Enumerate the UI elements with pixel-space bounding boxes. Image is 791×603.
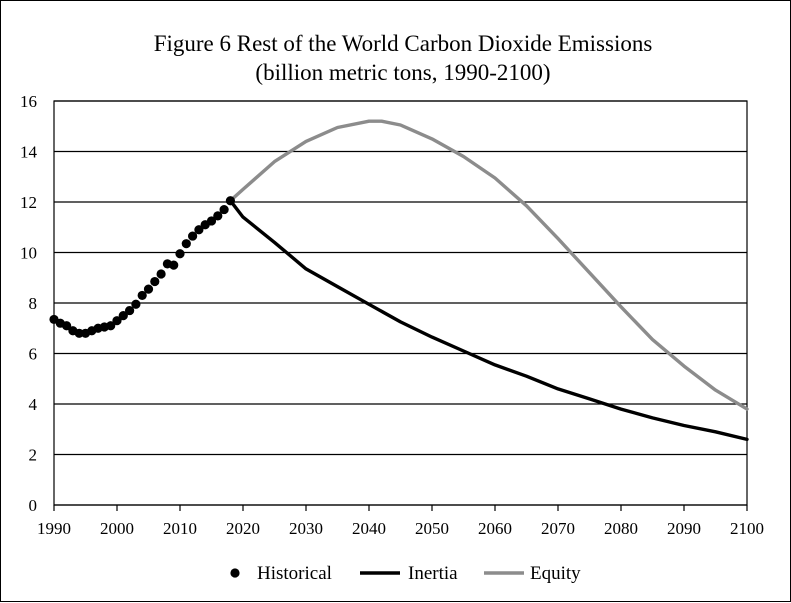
- series-line-equity: [228, 119, 749, 411]
- historical-point: [125, 305, 135, 316]
- x-tick-label: 2040: [352, 519, 386, 538]
- series-line-inertia: [228, 199, 749, 442]
- y-tick-label: 4: [29, 395, 38, 414]
- historical-point: [131, 299, 141, 309]
- x-tick-label: 2000: [100, 519, 134, 538]
- x-tick-label: 2080: [604, 519, 638, 538]
- chart-title: Figure 6 Rest of the World Carbon Dioxid…: [154, 31, 653, 56]
- y-tick-label: 10: [20, 244, 37, 263]
- historical-point: [143, 284, 154, 294]
- historical-point: [137, 290, 147, 301]
- historical-point: [181, 239, 191, 249]
- x-tick-label: 2060: [478, 519, 512, 538]
- legend-marker-historical: [230, 568, 240, 578]
- historical-point: [225, 196, 235, 206]
- historical-point: [219, 204, 229, 215]
- x-tick-label: 2010: [163, 519, 197, 538]
- x-tick-label: 2090: [667, 519, 701, 538]
- historical-point: [194, 225, 204, 235]
- historical-point: [213, 211, 223, 221]
- y-tick-label: 12: [20, 193, 37, 212]
- legend-label-historical: Historical: [257, 563, 332, 584]
- legend: Historical Inertia Equity: [230, 563, 581, 584]
- y-tick-label: 6: [29, 345, 38, 364]
- y-tick-label: 8: [29, 294, 38, 313]
- x-tick-label: 2050: [415, 519, 449, 538]
- historical-point: [188, 231, 198, 241]
- grid-lines: [54, 100, 747, 456]
- historical-point: [106, 321, 116, 331]
- legend-label-inertia: Inertia: [408, 563, 458, 584]
- historical-point: [206, 216, 217, 226]
- historical-point: [62, 321, 72, 331]
- historical-point: [112, 316, 122, 326]
- historical-point: [156, 269, 166, 279]
- historical-point: [169, 260, 179, 270]
- y-tick-label: 0: [29, 496, 38, 515]
- x-tick-label: 2020: [226, 519, 260, 538]
- y-tick-label: 16: [20, 92, 37, 111]
- chart-subtitle: (billion metric tons, 1990-2100): [255, 60, 550, 85]
- legend-label-equity: Equity: [530, 563, 581, 584]
- historical-point: [175, 249, 185, 259]
- y-tick-label: 14: [20, 143, 38, 162]
- y-tick-label: 2: [29, 446, 38, 465]
- x-tick-label: 2070: [541, 519, 575, 538]
- x-tick-label: 2100: [730, 519, 764, 538]
- x-tick-label: 2030: [289, 519, 323, 538]
- axes: 0 2 4 6 8 10 12 14 16 1990 2000 2010 2020 2030 2040 205…: [20, 92, 764, 538]
- historical-point: [118, 311, 128, 321]
- x-tick-label: 1990: [37, 519, 71, 538]
- historical-point: [150, 276, 160, 287]
- historical-point: [74, 328, 84, 338]
- data-series: [49, 119, 749, 442]
